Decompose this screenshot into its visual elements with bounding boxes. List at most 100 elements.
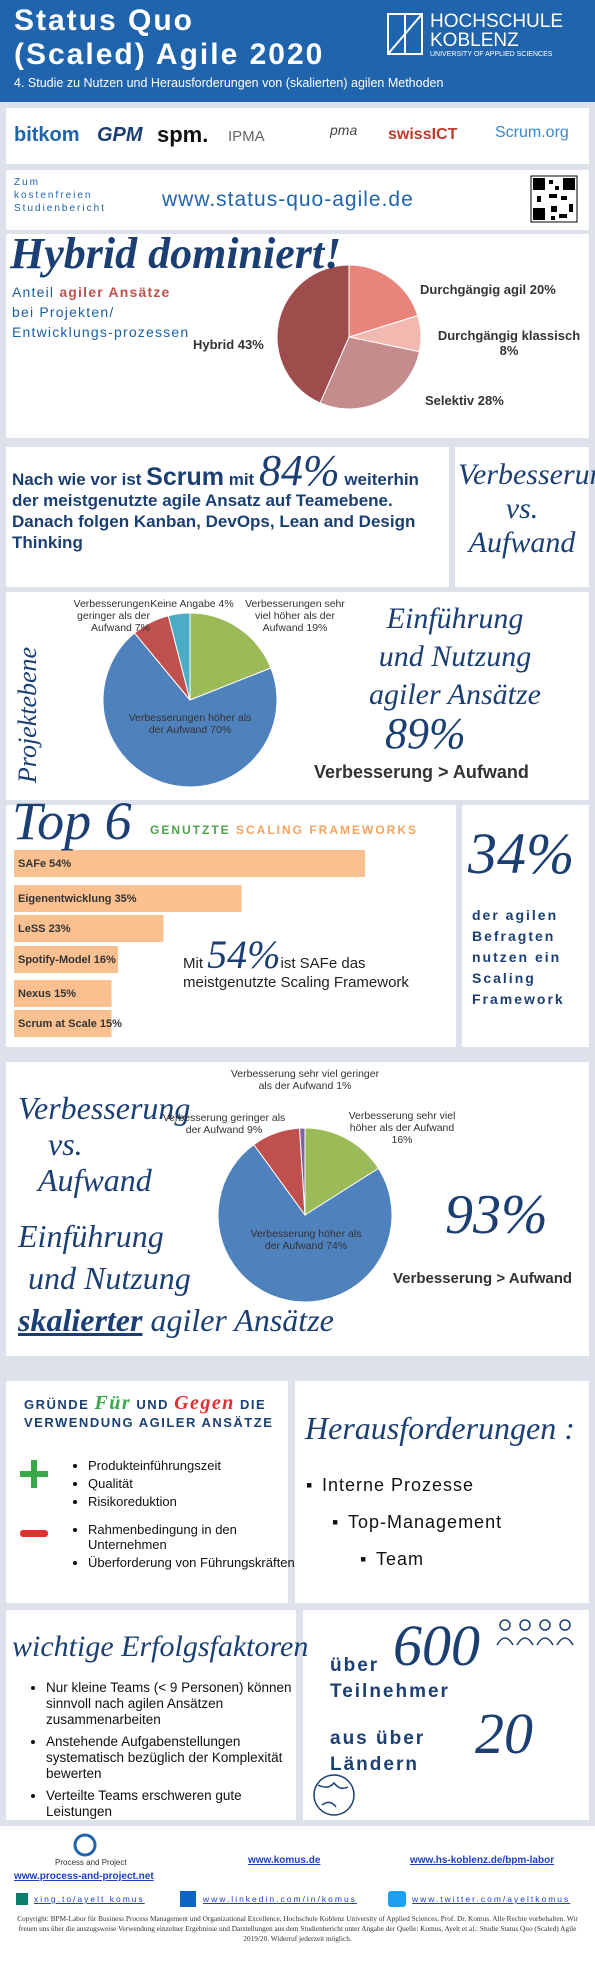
scrum-side-box: [455, 447, 589, 587]
footer-logo: Process and Project: [55, 1858, 127, 1867]
challenges-title: Herausforderungen :: [305, 1410, 575, 1446]
title-line: Status Quo: [14, 4, 195, 37]
subtitle-part: SCALING FRAMEWORKS: [236, 823, 418, 837]
social-link[interactable]: www.linkedin.com/in/komus: [203, 1894, 357, 1904]
footer-link[interactable]: www.hs-koblenz.de/bpm-labor: [410, 1855, 555, 1866]
bar: [14, 1010, 112, 1037]
list-item: Nur kleine Teams (< 9 Personen) können s…: [46, 1680, 308, 1728]
list-item: Überforderung von Führungskräften: [88, 1555, 303, 1570]
link-box: [6, 170, 589, 230]
text-part: mit: [223, 470, 259, 489]
pro-list: Produkteinführungszeit Qualität Risikoredu…: [68, 1458, 303, 1512]
scaled-result: Verbesserung > Aufwand: [393, 1270, 573, 1287]
contra-list: Rahmenbedingung in den Unternehmen Überfo…: [68, 1522, 303, 1573]
bar-label: Nexus 15%: [18, 988, 76, 1000]
participants-number: 20: [475, 1701, 533, 1766]
footer-logo-mark: [73, 1833, 97, 1857]
pie-slice: [189, 612, 272, 701]
logo-line: KOBLENZ: [430, 30, 519, 51]
qr-code: [530, 175, 578, 223]
pie-slice: [299, 1127, 306, 1216]
pie-slice: [276, 264, 350, 404]
title-highlight: Gegen: [174, 1392, 235, 1414]
reasons-title: GRÜNDE Für UND Gegen DIE VERWENDUNG AGIL…: [24, 1392, 284, 1430]
text-part: weiterhin der meistgenutzte agile Ansatz…: [12, 470, 419, 552]
globe-icon: [313, 1774, 355, 1816]
partner-logo: pma: [330, 122, 358, 138]
project-headline: Einführung und Nutzung agiler Ansätze: [330, 600, 580, 714]
people-icons: [496, 1619, 574, 1646]
bullet: ▪: [332, 1512, 340, 1532]
logo-line: UNIVERSITY OF APPLIED SCIENCES: [430, 51, 553, 58]
subtitle: 4. Studie zu Nutzen und Herausforderunge…: [14, 76, 444, 90]
text-highlight: 54%: [207, 932, 281, 977]
pie-label: Verbesserung geringer als der Aufwand 9%: [162, 1112, 286, 1136]
participants-text: Teilnehmer: [330, 1681, 450, 1702]
pie-label: Selektiv 28%: [425, 393, 504, 408]
title-highlight: Für: [94, 1392, 132, 1414]
lead-line: Zum: [14, 177, 40, 188]
pie-label: Verbesserung sehr viel geringer als der …: [230, 1068, 380, 1092]
partner-box: [6, 108, 589, 164]
pie-slice: [217, 1143, 393, 1303]
challenges-box: [295, 1381, 589, 1603]
headline-line: vs.: [48, 1126, 83, 1162]
scrum-text: Nach wie vor ist Scrum mit 84% weiterhin…: [12, 449, 442, 553]
frameworks-subtitle: GENUTZTE SCALING FRAMEWORKS: [150, 823, 418, 837]
footer-box: [0, 1826, 595, 1963]
pie-slice: [304, 1127, 380, 1216]
list-item: Anstehende Aufgabenstellungen systematis…: [46, 1734, 308, 1782]
partner-logo: Scrum.org: [495, 124, 569, 141]
frameworks-note: Mit 54%ist SAFe das meistgenutzte Scalin…: [183, 935, 443, 992]
bar-label: SAFe 54%: [18, 858, 71, 870]
share-box: [462, 805, 589, 1047]
header-band: [0, 0, 595, 102]
plus-icon: [31, 1460, 37, 1488]
bar: [14, 915, 164, 942]
twitter-icon: [388, 1891, 406, 1907]
footer-link[interactable]: www.process-and-project.net: [14, 1871, 154, 1882]
challenge-item: ▪ Team: [360, 1549, 425, 1569]
headline-part: agiler Ansätze: [142, 1302, 334, 1338]
linkedin-icon: [180, 1891, 196, 1907]
title-part: GRÜNDE: [24, 1397, 95, 1412]
bar-label: Spotify-Model 16%: [18, 954, 116, 966]
bullet: ▪: [306, 1475, 314, 1495]
success-title: wichtige Erfolgsfaktoren: [12, 1630, 309, 1663]
text-highlight: 84%: [258, 446, 340, 495]
pie-label: Hybrid 43%: [193, 337, 264, 352]
partner-logo: IPMA: [228, 128, 265, 145]
copyright: Copyright: BPM-Labor für Business Proces…: [17, 1914, 578, 1943]
link-lead: Zum kostenfreien Studienbericht: [14, 176, 106, 215]
text-part: ist SAFe das meistgenutzte Scaling Frame…: [183, 955, 409, 991]
pie-label: Verbesserungen geringer als der Aufwand …: [73, 598, 150, 634]
side-line: vs.: [505, 492, 539, 525]
text-highlight: Scrum: [146, 463, 224, 491]
pie-label: Durchgängig klassisch 8%: [437, 328, 581, 358]
participants-number: 600: [393, 1613, 480, 1678]
list-item: Qualität: [88, 1476, 303, 1491]
share-text: der agilen Befragten nutzen ein Scaling …: [472, 907, 565, 1007]
headline-line: und Nutzung: [378, 640, 532, 673]
project-side-label: Projektebene: [13, 646, 43, 784]
social-link[interactable]: xing.to/ayelt komus: [34, 1894, 145, 1904]
lead-line: Studienbericht: [14, 203, 106, 214]
bar: [14, 885, 242, 912]
pie-label: Keine Angabe 4%: [150, 598, 234, 610]
challenge-item: ▪ Top-Management: [332, 1512, 503, 1532]
social-link[interactable]: www.twitter.com/ayeltkomus: [412, 1894, 571, 1904]
study-url[interactable]: www.status-quo-agile.de: [162, 188, 414, 211]
side-line: Aufwand: [468, 526, 576, 559]
participants-text: Ländern: [330, 1754, 419, 1775]
bar-label: Eigenentwicklung 35%: [18, 893, 137, 905]
project-result: Verbesserung > Aufwand: [314, 762, 529, 782]
footer-link[interactable]: www.komus.de: [248, 1855, 321, 1866]
lead-line: kostenfreien: [14, 190, 93, 201]
bar: [14, 946, 118, 973]
pie-slice: [167, 612, 191, 701]
reasons-box: [6, 1381, 288, 1603]
university-logo: HOCHSCHULE KOBLENZ UNIVERSITY OF APPLIED…: [430, 12, 563, 60]
logo-line: HOCHSCHULE: [430, 11, 564, 32]
text-part: Mit: [183, 955, 208, 972]
